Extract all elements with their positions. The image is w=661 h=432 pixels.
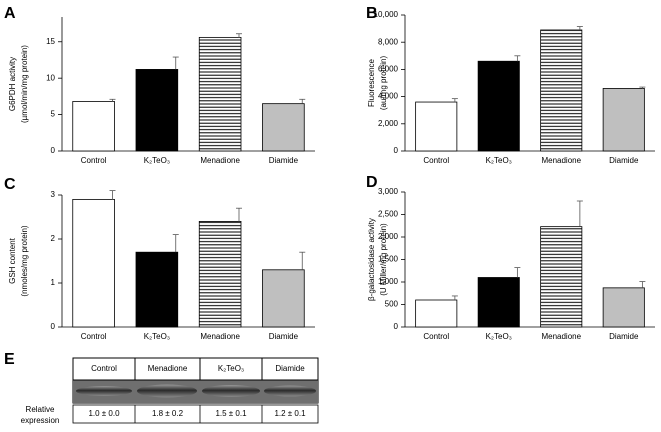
x-tick-label: Menadione [541,332,581,341]
panel-label: B [366,5,378,22]
x-tick-label: Menadione [200,156,240,165]
bar [602,88,645,152]
panel-label: E [4,351,15,368]
blot-panel: E Relative expression [4,351,319,425]
bar [540,226,583,328]
lane-label: K₂TeO₃ [218,364,244,373]
x-tick-label: Menadione [200,332,240,341]
y-axis-label: GSH content [8,237,17,284]
x-tick-label: K₂TeO₃ [486,332,512,341]
y-axis-label: (U Miller/mg protein) [379,223,388,296]
value-frame [72,404,319,424]
x-tick-label: K₂TeO₃ [144,332,170,341]
row-label: expression [21,416,60,425]
y-tick-label: 0 [51,146,56,155]
bar [415,101,458,152]
panel-label: D [366,174,378,191]
y-tick-label: 6,000 [378,65,399,74]
y-tick-label: 1,500 [378,255,399,264]
y-tick-label: 2,500 [378,210,399,219]
bar [477,60,520,152]
bar [602,287,645,328]
y-tick-label: 0 [394,322,399,331]
y-axis-label: β-galactosidase activity [367,218,376,301]
blot-band [202,385,260,397]
x-tick-label: Control [423,332,449,341]
expression-value: 1.2 ± 0.1 [274,409,306,418]
panel-label: A [4,5,16,22]
bar [415,299,458,328]
bar [262,103,305,152]
lane-label: Control [91,364,117,373]
bar [198,220,242,328]
y-tick-label: 8,000 [378,37,399,46]
lane-label: Menadione [148,364,188,373]
y-axis-label: (µmol/min/mg protein) [20,45,29,123]
blot-band [264,385,316,397]
expression-value: 1.8 ± 0.2 [152,409,184,418]
x-tick-label: Control [423,156,449,165]
x-tick-label: K₂TeO₃ [486,156,512,165]
y-tick-label: 15 [46,37,55,46]
y-axis-label: Fluorescence [367,58,376,107]
x-tick-label: Control [81,332,107,341]
blot-band [76,386,132,396]
y-tick-label: 2 [51,234,56,243]
y-axis-label: (au/mg protein) [379,56,388,111]
x-tick-label: K₂TeO₃ [144,156,170,165]
y-tick-label: 4,000 [378,92,399,101]
y-tick-label: 10 [46,73,55,82]
x-tick-label: Diamide [609,156,639,165]
bar [135,251,179,328]
bar [72,101,115,152]
y-axis-label: (nmoles/mg protein) [20,225,29,296]
x-tick-label: Control [81,156,107,165]
expression-value: 1.0 ± 0.0 [88,409,120,418]
bar [477,277,520,328]
y-tick-label: 2,000 [378,119,399,128]
bar [72,198,115,328]
x-tick-label: Diamide [269,332,299,341]
y-tick-label: 1 [51,278,56,287]
expression-value: 1.5 ± 0.1 [215,409,247,418]
bar [198,36,242,152]
y-tick-label: 5 [51,110,56,119]
bar [135,69,179,152]
y-tick-label: 2,000 [378,232,399,241]
y-tick-label: 1,000 [378,277,399,286]
x-tick-label: Diamide [609,332,639,341]
lane-label: Diamide [275,364,305,373]
blot-band [137,384,197,398]
y-tick-label: 0 [51,322,56,331]
y-tick-label: 10,000 [374,10,399,19]
y-tick-label: 3 [51,190,56,199]
bar [262,269,305,328]
bar [540,29,583,152]
x-tick-label: Menadione [541,156,581,165]
x-tick-label: Diamide [269,156,299,165]
y-tick-label: 500 [385,300,399,309]
row-label: Relative [26,405,55,414]
y-tick-label: 3,000 [378,187,399,196]
y-axis-label: G6PDH activity [8,57,17,111]
y-tick-label: 0 [394,146,399,155]
panel-label: C [4,176,16,193]
